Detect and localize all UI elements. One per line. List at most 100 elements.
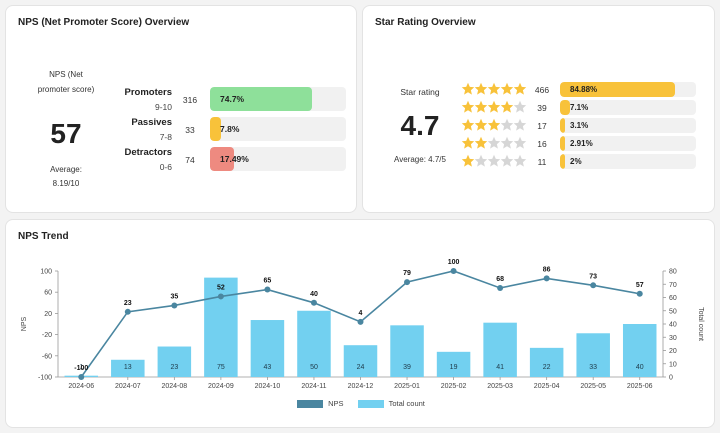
five-star-bar: 84.88%: [560, 82, 696, 97]
detractors-count: 74: [185, 155, 195, 165]
total-count-bar: [343, 345, 378, 377]
one-star-bar: 2%: [560, 154, 696, 169]
star-rating-score: 4.7: [400, 110, 440, 141]
detractors-percent: 17.49%: [220, 154, 249, 164]
x-tick-label: 2024-08: [161, 383, 187, 390]
total-count-bar: [436, 351, 471, 377]
detractors-label: Detractors: [124, 147, 172, 158]
star-icon: [474, 82, 488, 95]
nps-score: 57: [50, 118, 82, 149]
nps-point: [78, 374, 85, 380]
y2-tick-label: 40: [669, 322, 677, 329]
star-icon: [487, 154, 501, 167]
nps-value-label: -100: [74, 365, 88, 372]
four-star-bar: 7.1%: [560, 100, 696, 115]
five-star-count: 466: [534, 85, 550, 95]
star-icon: [500, 82, 514, 95]
nps-point: [590, 282, 597, 289]
total-count-label: 13: [124, 364, 132, 371]
passives-range: 7-8: [159, 132, 172, 142]
y-tick-label: -100: [38, 375, 52, 382]
detractors-range: 0-6: [159, 162, 172, 172]
four-star-count: 39: [537, 103, 547, 113]
legend-total-label: Total count: [388, 399, 425, 408]
promoters-bar-fill: [210, 87, 312, 111]
nps-value-label: 79: [403, 270, 411, 277]
three-star-icons: [461, 118, 527, 132]
x-tick-label: 2024-10: [255, 383, 281, 390]
total-count-bar: [157, 346, 192, 377]
total-count-label: 43: [264, 364, 272, 371]
nps-value-label: 52: [217, 284, 225, 291]
y-tick-label: 60: [44, 290, 52, 297]
passives-percent: 7.8%: [220, 124, 240, 134]
two-star-icons: [461, 136, 527, 150]
legend-nps-label: NPS: [328, 399, 344, 408]
nps-average: Average: 8.19/10: [36, 163, 96, 191]
nps-point: [636, 290, 643, 297]
star-icon: [461, 82, 475, 95]
y2-tick-label: 50: [669, 308, 677, 315]
nps-score-label: NPS (Net promoter score): [37, 70, 95, 94]
promoters-range: 9-10: [154, 102, 172, 112]
nps-value-label: 57: [636, 282, 644, 289]
nps-value-label: 86: [543, 266, 551, 273]
star-icon: [487, 82, 501, 95]
star-icon: [474, 154, 488, 167]
star-icon: [487, 118, 501, 131]
total-count-label: 19: [450, 364, 458, 371]
one-star-bar-fill: [560, 154, 566, 169]
legend-total-swatch: [357, 399, 384, 408]
star-icon: [513, 118, 527, 131]
legend-nps[interactable]: NPS: [297, 399, 344, 408]
nps-value-label: 4: [359, 310, 363, 317]
three-star-bar: 3.1%: [560, 118, 696, 133]
y-axis-title: NPS: [21, 316, 28, 331]
star-rating-card: Star Rating Overview Star rating 4.7 Ave…: [362, 5, 715, 213]
star-card-title: Star Rating Overview: [375, 17, 476, 28]
nps-average-label: Average:: [50, 165, 82, 174]
nps-point: [264, 286, 271, 293]
nps-value-label: 23: [124, 300, 132, 307]
nps-value-label: 73: [589, 273, 597, 280]
x-tick-label: 2024-12: [348, 383, 374, 390]
four-star-bar-fill: [560, 100, 570, 115]
nps-value-label: 65: [264, 278, 272, 285]
nps-point: [450, 268, 457, 274]
star-icon: [474, 118, 488, 131]
total-count-bar: [622, 324, 657, 377]
nps-average-value: 8.19/10: [52, 179, 80, 188]
star-icon: [500, 118, 514, 131]
star-icon: [513, 100, 527, 113]
y2-axis-title: Total count: [697, 307, 704, 341]
one-star-icons: [461, 154, 527, 168]
passives-bar-fill: [210, 117, 221, 141]
total-count-bar: [483, 322, 517, 377]
y2-tick-label: 30: [669, 335, 677, 342]
passives-count: 33: [185, 125, 195, 135]
four-star-icons: [461, 100, 527, 114]
nps-card-title: NPS (Net Promoter Score) Overview: [18, 17, 190, 28]
star-icon: [461, 100, 475, 113]
nps-value-label: 35: [170, 293, 178, 300]
detractors-bar: 17.49%: [210, 147, 346, 171]
total-count-bar: [250, 320, 285, 377]
nps-point: [171, 302, 178, 309]
nps-point: [497, 284, 504, 291]
star-icon: [513, 136, 527, 149]
y-tick-label: -20: [42, 332, 52, 339]
y2-tick-label: 60: [669, 295, 677, 302]
x-tick-label: 2024-09: [208, 383, 234, 390]
two-star-bar-fill: [560, 136, 566, 151]
total-count-bar: [111, 359, 145, 377]
legend-total-count[interactable]: Total count: [357, 399, 425, 408]
five-star-icons: [461, 82, 527, 96]
star-rating-average: Average: 4.7/5: [394, 155, 446, 164]
nps-value-label: 40: [310, 291, 318, 298]
y2-tick-label: 80: [669, 269, 677, 276]
chart-legend: NPS Total count: [6, 399, 716, 410]
one-star-percent: 2%: [570, 157, 582, 166]
total-count-bar: [204, 277, 238, 377]
nps-value-label: 68: [496, 276, 504, 283]
star-icon: [500, 136, 514, 149]
